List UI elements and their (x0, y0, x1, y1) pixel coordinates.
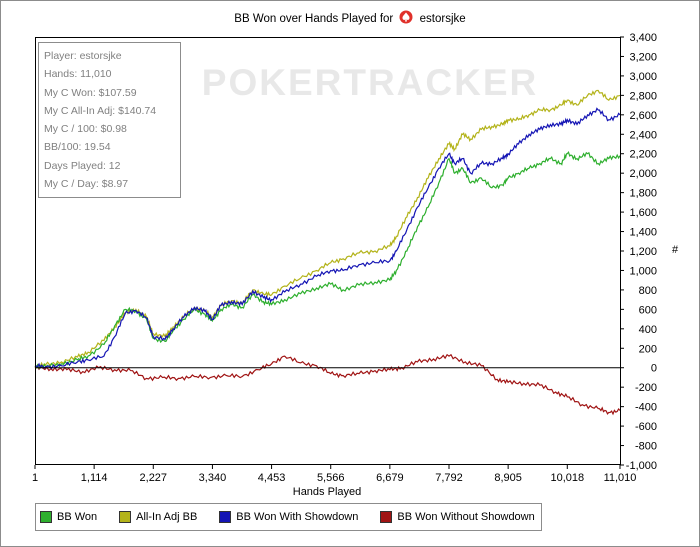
y-tick-label: 3,000 (629, 71, 657, 83)
y-tick-label: -200 (635, 382, 657, 394)
legend-item-all-in-adj: All-In Adj BB (119, 511, 197, 523)
y-tick-label: 400 (639, 324, 657, 336)
legend-label: All-In Adj BB (136, 511, 198, 523)
x-tick-label: 7,792 (435, 472, 463, 484)
y-tick-label: 3,400 (629, 32, 657, 44)
legend-label: BB Won (57, 511, 98, 523)
x-tick-label: 10,018 (550, 472, 584, 484)
y-axis-label: # (671, 244, 679, 256)
legend-item-non-showdown: BB Won Without Showdown (380, 511, 535, 523)
legend-swatch (380, 511, 393, 523)
stat-hands: Hands: 11,010 (44, 68, 112, 81)
y-tick-label: 2,000 (629, 168, 657, 180)
y-tick-label: 1,200 (629, 246, 657, 258)
x-tick-label: 4,453 (258, 472, 286, 484)
legend-item-showdown: BB Won With Showdown (219, 511, 358, 523)
x-tick-label: 2,227 (140, 472, 168, 484)
y-tick-label: 2,800 (629, 90, 657, 102)
series-line (34, 107, 621, 370)
legend-item-bb-won: BB Won (40, 511, 97, 523)
y-tick-label: 2,200 (629, 149, 657, 161)
title-player: estorsjke (419, 13, 466, 25)
y-axis: -1,000 -800 -600 -400 -200 0 200 400 600 800 1,000… (620, 32, 657, 472)
stat-allin-adj: My C All-In Adj: $140.74 (44, 104, 157, 117)
stat-won-per-100: My C / 100: $0.98 (44, 123, 127, 136)
x-tick-label: 1,114 (81, 472, 108, 484)
y-tick-label: -800 (635, 441, 657, 453)
stats-box: Player: estorsjke Hands: 11,010 My C Won… (38, 42, 181, 198)
y-tick-label: -600 (635, 421, 657, 433)
series-line (34, 150, 621, 370)
legend-label: BB Won With Showdown (236, 511, 359, 523)
svg-text:POKERTRACKER: POKERTRACKER (202, 62, 538, 103)
chart-title: BB Won over Hands Played for estorsjke (0, 10, 700, 25)
y-tick-label: 3,200 (629, 51, 657, 63)
title-prefix: BB Won over Hands Played for (234, 13, 394, 25)
legend-swatch (119, 511, 132, 523)
stat-won-per-day: My C / Day: $8.97 (44, 178, 129, 191)
y-tick-label: 200 (639, 343, 657, 355)
x-axis: 1 1,114 2,227 3,340 4,453 5,566 6,679 7,792 8,90… (32, 465, 636, 484)
x-tick-label: 11,010 (604, 472, 637, 484)
y-tick-label: -1,000 (626, 460, 657, 472)
poker-tracker-logo-icon (399, 10, 413, 24)
y-tick-label: -400 (635, 402, 657, 414)
stat-days-played: Days Played: 12 (44, 159, 121, 172)
x-tick-label: 5,566 (317, 472, 345, 484)
y-tick-label: 1,600 (629, 207, 657, 219)
x-tick-label: 8,905 (494, 472, 522, 484)
y-tick-label: 2,400 (629, 129, 657, 141)
stat-player: Player: estorsjke (44, 50, 122, 62)
series-layer (34, 89, 621, 416)
y-tick-label: 600 (639, 304, 657, 316)
y-tick-label: 800 (639, 285, 657, 297)
y-tick-label: 2,600 (629, 110, 657, 122)
stat-won: My C Won: $107.59 (44, 86, 137, 99)
watermark: POKERTRACKER (202, 62, 538, 103)
y-tick-label: 1,800 (629, 188, 657, 200)
x-axis-label: Hands Played (292, 486, 362, 498)
y-tick-label: 1,000 (629, 265, 657, 277)
y-tick-label: 1,400 (629, 227, 657, 239)
series-line (34, 89, 621, 369)
legend-label: BB Won Without Showdown (397, 511, 535, 523)
legend-swatch (219, 511, 232, 523)
x-tick-label: 6,679 (376, 472, 404, 484)
legend: BB Won All-In Adj BB BB Won With Showdow… (35, 503, 542, 531)
x-tick-label: 1 (32, 472, 38, 484)
x-tick-label: 3,340 (199, 472, 227, 484)
legend-swatch (40, 511, 52, 523)
stat-bb-per-100: BB/100: 19.54 (44, 141, 111, 154)
series-line (34, 353, 621, 416)
y-tick-label: 0 (651, 363, 657, 375)
